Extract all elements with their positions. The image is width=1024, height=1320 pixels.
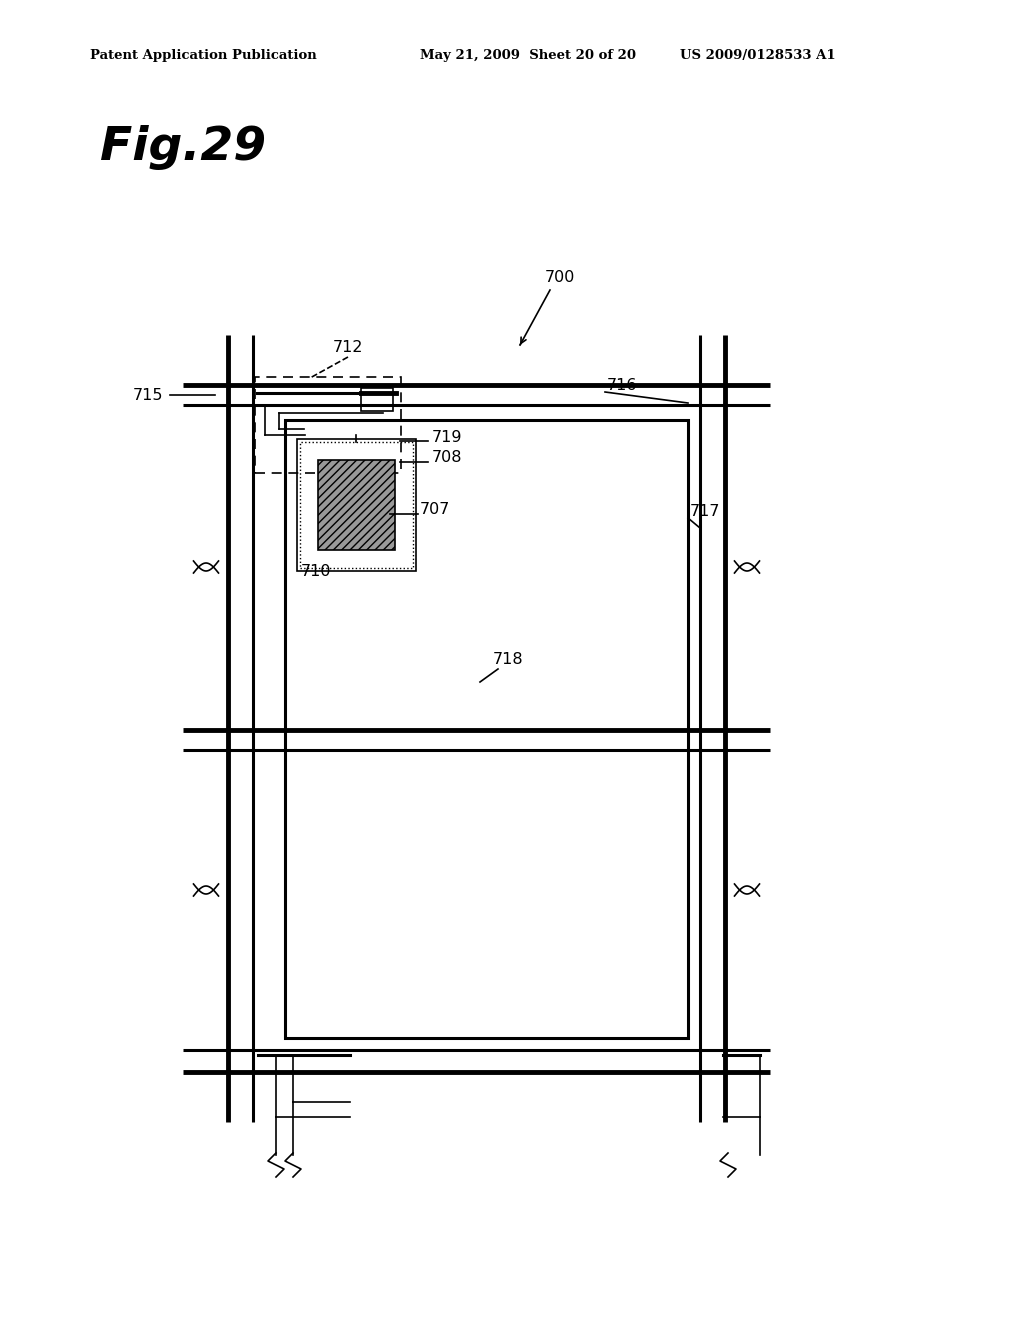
Text: 719: 719: [432, 429, 463, 445]
Text: Fig.29: Fig.29: [100, 125, 266, 170]
Bar: [300, 442, 413, 568]
Text: 708: 708: [432, 450, 463, 466]
Text: 712: 712: [333, 341, 364, 355]
Bar: [285, 420, 688, 1038]
Text: 710: 710: [301, 565, 331, 579]
Bar: [361, 388, 393, 411]
Text: 707: 707: [420, 503, 451, 517]
Text: 717: 717: [690, 504, 721, 520]
Text: May 21, 2009  Sheet 20 of 20: May 21, 2009 Sheet 20 of 20: [420, 49, 636, 62]
Text: 715: 715: [133, 388, 163, 403]
Text: US 2009/0128533 A1: US 2009/0128533 A1: [680, 49, 836, 62]
Text: 700: 700: [545, 271, 575, 285]
Bar: [297, 440, 416, 572]
Bar: [255, 378, 401, 473]
Text: Patent Application Publication: Patent Application Publication: [90, 49, 316, 62]
Bar: [318, 459, 395, 550]
Text: 716: 716: [607, 378, 638, 392]
Text: 718: 718: [493, 652, 523, 668]
